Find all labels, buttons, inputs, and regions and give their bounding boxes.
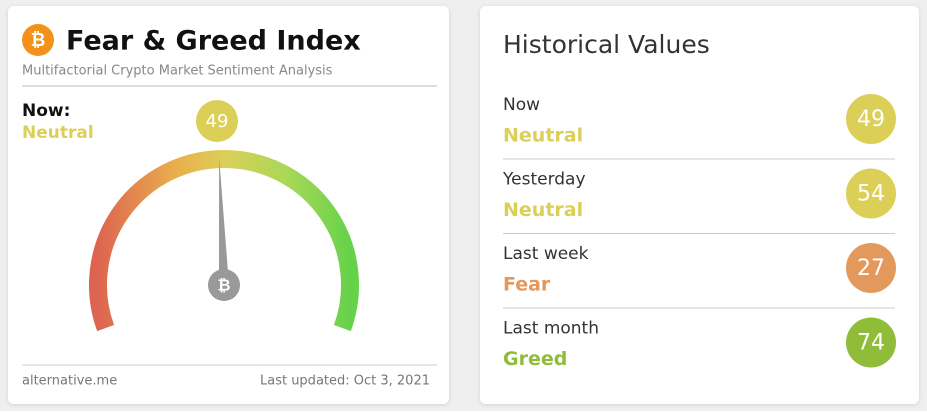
- needle: [219, 157, 229, 286]
- hub-symbol: ₿: [217, 276, 230, 295]
- needle-hub: [208, 269, 240, 301]
- value-badge: [846, 94, 896, 144]
- bitcoin-symbol: ₿: [31, 30, 46, 51]
- history-title: Historical Values: [503, 30, 710, 59]
- row-classification: Neutral: [503, 199, 583, 221]
- now-label: Now:: [22, 101, 70, 121]
- value-badge-text: 27: [857, 256, 885, 281]
- row-classification: Fear: [503, 274, 551, 296]
- history-card: [480, 6, 919, 404]
- row-label: Last week: [503, 244, 589, 264]
- value-badge: [846, 168, 896, 219]
- value-badge-text: 54: [857, 182, 885, 207]
- gauge-card: [8, 6, 449, 404]
- row-classification: Neutral: [503, 125, 583, 147]
- row-label: Yesterday: [502, 170, 586, 190]
- gauge-arc: [89, 150, 359, 332]
- now-classification: Neutral: [22, 123, 94, 143]
- gauge: ₿ 49: [89, 100, 359, 332]
- value-badge: [196, 100, 238, 142]
- subtitle: Multifactorial Crypto Market Sentiment A…: [22, 64, 333, 79]
- row-label: Last month: [503, 319, 599, 339]
- history-rows: Now Neutral 49 Yesterday Neutral 54 Last week F…: [502, 94, 896, 370]
- value-badge: [846, 243, 896, 293]
- value-badge-text: 49: [857, 107, 885, 132]
- last-updated: Last updated: Oct 3, 2021: [260, 374, 430, 389]
- value-badge-text: 49: [206, 111, 229, 132]
- value-badge: [846, 317, 896, 368]
- row-label: Now: [503, 95, 540, 115]
- source: alternative.me: [22, 374, 117, 389]
- title: Fear & Greed Index: [66, 26, 361, 57]
- value-badge-text: 74: [857, 331, 885, 356]
- bitcoin-icon: [22, 24, 54, 56]
- row-classification: Greed: [503, 348, 567, 370]
